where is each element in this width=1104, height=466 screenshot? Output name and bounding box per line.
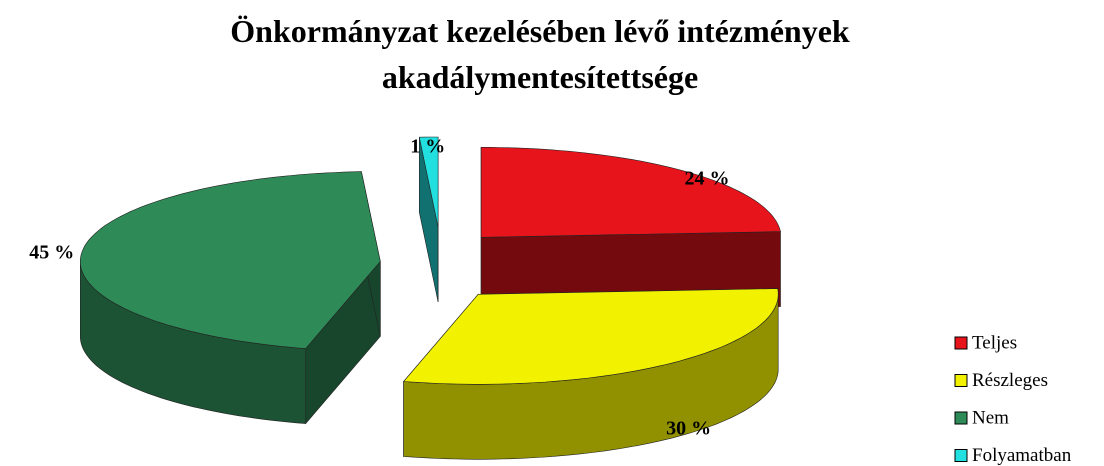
value-label: 1 % <box>410 136 445 158</box>
slice <box>480 147 781 238</box>
value-label: 30 % <box>666 418 711 440</box>
legend-swatch <box>954 411 968 425</box>
legend-swatch <box>954 336 968 350</box>
value-label: 45 % <box>29 242 74 264</box>
legend-label: Nem <box>972 407 1009 428</box>
legend-swatch <box>954 449 968 462</box>
legend-label: Folyamatban <box>972 445 1072 466</box>
legend-label: Részleges <box>972 370 1048 391</box>
slice <box>402 288 779 385</box>
legend-label: Teljes <box>972 332 1017 353</box>
slice <box>80 171 381 349</box>
chart-title: Önkormányzat kezelésében lévő intézménye… <box>230 13 850 95</box>
legend-swatch <box>954 374 968 387</box>
value-label: 24 % <box>684 167 729 189</box>
slice <box>418 136 439 228</box>
